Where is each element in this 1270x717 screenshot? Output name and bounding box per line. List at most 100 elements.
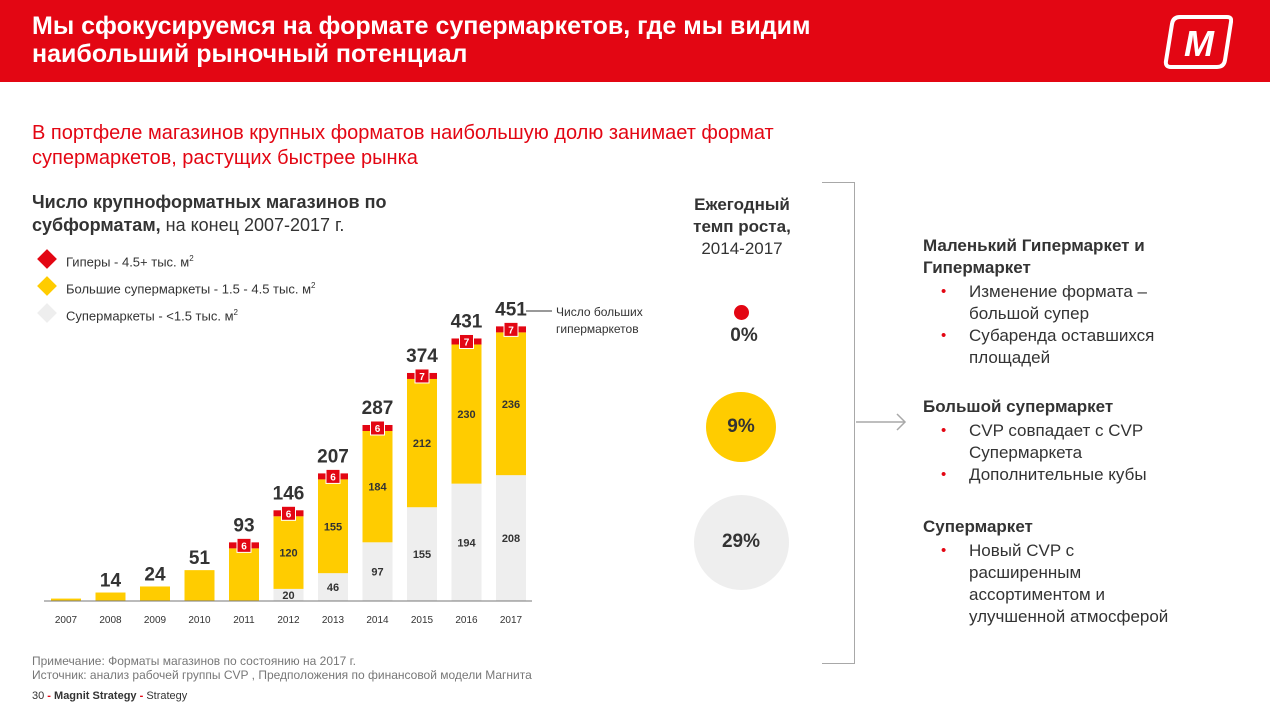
bar-label-supermarket: 155 bbox=[413, 549, 431, 561]
slide-footer: 30 - Magnit Strategy - Strategy bbox=[32, 690, 187, 702]
bullet-dot-icon: • bbox=[941, 466, 947, 483]
bar-large-supermarket bbox=[496, 332, 526, 476]
x-tick-label: 2012 bbox=[277, 615, 300, 626]
header-bar: Мы сфокусируемся на формате супермаркето… bbox=[0, 0, 1270, 82]
growth-title-line2: темп роста, bbox=[693, 217, 791, 236]
bar-large-supermarket bbox=[318, 479, 348, 574]
category-large-supermarket-title: Большой супермаркет bbox=[923, 397, 1114, 416]
bullet-dot-icon: • bbox=[941, 283, 947, 300]
slide-subtitle: В портфеле магазинов крупных форматов на… bbox=[32, 121, 852, 171]
legend-sup-large-super: 2 bbox=[311, 281, 316, 290]
bar-total-label: 287 bbox=[362, 398, 394, 419]
legend-sup-hyper: 2 bbox=[189, 254, 194, 263]
bullet-text-line: ассортиментом и bbox=[969, 585, 1105, 604]
arrow-right-icon bbox=[856, 413, 907, 431]
slide-subtitle-line1: В портфеле магазинов крупных форматов на… bbox=[32, 122, 774, 144]
bullet-text-line: улучшенной атмосферой bbox=[969, 607, 1169, 626]
legend-item-super: Супермаркеты - <1.5 тыс. м2 bbox=[36, 303, 366, 325]
hyper-count-badge bbox=[281, 505, 296, 521]
hyper-count-badge bbox=[325, 468, 341, 484]
hyper-count-badge bbox=[370, 420, 385, 436]
bar-large-supermarket bbox=[407, 378, 437, 508]
legend-text-hyper: Гиперы - 4.5+ тыс. м bbox=[66, 254, 190, 270]
chart-title-line2: субформатам, на конец 2007-2017 г. bbox=[32, 214, 452, 237]
bullet-text-line: площадей bbox=[969, 348, 1051, 367]
bar-label-supermarket: 20 bbox=[282, 590, 294, 602]
growth-title-line1: Ежегодный bbox=[694, 195, 790, 214]
bar-supermarket bbox=[451, 483, 482, 601]
legend-text-super: Супермаркеты - <1.5 тыс. м bbox=[66, 308, 234, 324]
x-tick-label: 2017 bbox=[500, 615, 523, 626]
bar-total-label: 14 bbox=[100, 571, 122, 592]
hyper-count-badge bbox=[414, 368, 430, 384]
x-tick-label: 2014 bbox=[366, 615, 389, 626]
bullet-dot-icon: • bbox=[941, 327, 947, 344]
category-hypermarket-title: Маленький Гипермаркет и Гипермаркет bbox=[923, 235, 1253, 279]
bar-large-supermarket bbox=[451, 344, 482, 484]
category-hypermarket: Маленький Гипермаркет и Гипермаркет • Изм… bbox=[923, 235, 1253, 369]
legend-sup-super: 2 bbox=[233, 308, 238, 317]
bar-supermarket bbox=[362, 542, 393, 601]
slide-subtitle-line2: супермаркетов, растущих быстрее рынка bbox=[32, 147, 418, 169]
bar-label-hyper: 7 bbox=[464, 337, 470, 348]
bar-label-hyper: 6 bbox=[375, 424, 381, 435]
bullet-item: • Субаренда оставшихся площадей bbox=[923, 325, 1253, 369]
chart-title: Число крупноформатных магазинов по субфо… bbox=[32, 191, 452, 237]
growth-large-super-circle bbox=[706, 392, 776, 462]
bar-supermarket bbox=[496, 475, 526, 601]
stacked-bar-chart: 2007 14 2008 24 2009 51 2010 6 93 2011 20 120 6 146 20… bbox=[44, 299, 643, 626]
footer-separator: - bbox=[136, 690, 147, 702]
growth-hyper-value: 0% bbox=[730, 325, 758, 346]
bullet-item: • Новый CVP с расширенным ассортиментом и ул… bbox=[923, 540, 1253, 628]
bullet-text-line: Субаренда оставшихся bbox=[969, 326, 1155, 345]
legend-label-large-super: Большие супермаркеты - 1.5 - 4.5 тыс. м2 bbox=[66, 278, 315, 297]
bullet-text-line: Изменение формата – bbox=[969, 282, 1147, 301]
bar-total-label: 207 bbox=[317, 446, 349, 467]
legend-label-super: Супермаркеты - <1.5 тыс. м2 bbox=[66, 305, 238, 324]
bar-supermarket bbox=[273, 588, 304, 601]
category-hypermarket-title-line1: Маленький Гипермаркет и bbox=[923, 236, 1145, 255]
bullet-text-line: Дополнительные кубы bbox=[969, 465, 1147, 484]
x-tick-label: 2015 bbox=[411, 615, 434, 626]
legend-text-large-super: Большие супермаркеты - 1.5 - 4.5 тыс. м bbox=[66, 281, 312, 297]
x-tick-label: 2007 bbox=[55, 615, 78, 626]
category-supermarket-bullets: • Новый CVP с расширенным ассортиментом и ул… bbox=[923, 540, 1253, 628]
bar-large-supermarket bbox=[184, 570, 215, 601]
bar-label-large-supermarket: 236 bbox=[502, 399, 520, 411]
bar-label-large-supermarket: 120 bbox=[279, 548, 297, 560]
hyper-count-badge bbox=[503, 321, 519, 337]
footer-section: Strategy bbox=[146, 690, 188, 702]
bar-label-large-supermarket: 230 bbox=[457, 409, 475, 421]
x-tick-label: 2016 bbox=[455, 615, 478, 626]
x-tick-label: 2009 bbox=[144, 615, 167, 626]
bar-supermarket bbox=[318, 573, 348, 601]
bar-label-hyper: 6 bbox=[330, 472, 336, 483]
growth-title: Ежегодный темп роста, 2014-2017 bbox=[662, 194, 822, 260]
growth-large-super-value: 9% bbox=[727, 416, 755, 437]
bar-supermarket bbox=[407, 507, 437, 601]
bar-total-label: 451 bbox=[495, 299, 527, 320]
footer-separator: - bbox=[44, 690, 55, 702]
bar-large-supermarket bbox=[273, 516, 304, 589]
bar-label-supermarket: 208 bbox=[502, 533, 520, 545]
legend-item-large-super: Большие супермаркеты - 1.5 - 4.5 тыс. м2 bbox=[36, 276, 366, 298]
legend-label-hyper: Гиперы - 4.5+ тыс. м2 bbox=[66, 251, 194, 270]
bullet-item: • CVP совпадает с CVP Супермаркета bbox=[923, 420, 1253, 464]
note-line1: Примечание: Форматы магазинов по состоян… bbox=[32, 654, 356, 668]
bar-total-label: 146 bbox=[273, 483, 305, 504]
chart-title-bold2: субформатам, bbox=[32, 215, 161, 235]
chart-title-bold1: Число крупноформатных магазинов по bbox=[32, 192, 387, 212]
bar-large-supermarket bbox=[140, 586, 170, 601]
source-note: Примечание: Форматы магазинов по состоян… bbox=[32, 654, 732, 682]
bar-total-label: 51 bbox=[189, 548, 211, 569]
hyper-count-badge bbox=[236, 537, 252, 553]
bar-label-supermarket: 194 bbox=[457, 537, 476, 549]
category-supermarket-title: Супермаркет bbox=[923, 517, 1033, 536]
bar-label-large-supermarket: 155 bbox=[324, 521, 342, 533]
growth-title-line3: 2014-2017 bbox=[701, 239, 783, 258]
bar-total-label: 24 bbox=[144, 564, 166, 585]
bar-large-supermarket bbox=[362, 430, 393, 543]
bar-label-hyper: 6 bbox=[241, 541, 247, 552]
bar-label-hyper: 7 bbox=[508, 325, 514, 336]
category-large-supermarket: Большой супермаркет • CVP совпадает с CVP… bbox=[923, 396, 1253, 486]
